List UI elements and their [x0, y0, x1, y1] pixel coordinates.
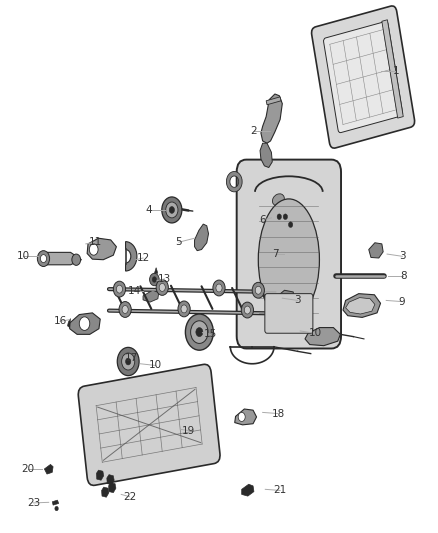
Polygon shape: [194, 224, 208, 251]
Polygon shape: [87, 238, 117, 260]
Polygon shape: [70, 313, 100, 334]
Ellipse shape: [272, 194, 284, 206]
Text: 1: 1: [392, 67, 399, 76]
Wedge shape: [226, 172, 242, 192]
Circle shape: [238, 413, 245, 422]
Text: 22: 22: [123, 491, 136, 502]
Polygon shape: [343, 294, 381, 317]
Circle shape: [178, 301, 190, 317]
Circle shape: [277, 214, 282, 220]
Circle shape: [166, 202, 178, 218]
Circle shape: [162, 197, 182, 223]
Circle shape: [122, 305, 128, 313]
Text: 21: 21: [273, 486, 287, 496]
FancyBboxPatch shape: [311, 6, 415, 148]
Polygon shape: [102, 487, 109, 497]
Text: 13: 13: [158, 274, 171, 284]
Text: 4: 4: [146, 205, 152, 215]
Polygon shape: [44, 464, 53, 474]
Circle shape: [169, 207, 174, 213]
Polygon shape: [305, 328, 340, 346]
Polygon shape: [39, 252, 81, 265]
Polygon shape: [235, 409, 257, 425]
Text: 8: 8: [400, 271, 406, 281]
Text: 2: 2: [251, 126, 257, 136]
Circle shape: [213, 280, 225, 296]
Circle shape: [288, 222, 293, 228]
Polygon shape: [52, 500, 59, 505]
Text: 11: 11: [89, 237, 102, 247]
Polygon shape: [143, 290, 159, 302]
FancyBboxPatch shape: [265, 294, 313, 333]
Circle shape: [122, 353, 135, 370]
Circle shape: [150, 273, 159, 286]
Circle shape: [185, 314, 213, 350]
Polygon shape: [261, 94, 283, 143]
Polygon shape: [96, 470, 104, 480]
Circle shape: [181, 305, 187, 313]
Polygon shape: [242, 484, 254, 496]
Text: 10: 10: [308, 328, 321, 338]
Wedge shape: [126, 241, 137, 271]
Circle shape: [283, 214, 288, 220]
Circle shape: [126, 358, 131, 365]
Circle shape: [119, 302, 131, 317]
Polygon shape: [109, 482, 116, 492]
FancyBboxPatch shape: [324, 21, 403, 133]
Polygon shape: [67, 319, 71, 328]
Circle shape: [216, 284, 222, 292]
Circle shape: [113, 281, 126, 297]
Circle shape: [191, 321, 208, 343]
Text: 23: 23: [27, 498, 40, 508]
Circle shape: [252, 282, 265, 298]
Circle shape: [196, 328, 203, 337]
Text: 10: 10: [17, 252, 30, 261]
Circle shape: [89, 244, 98, 255]
Text: 12: 12: [136, 253, 150, 263]
Text: 15: 15: [204, 329, 217, 340]
Circle shape: [159, 284, 165, 292]
Circle shape: [244, 306, 251, 314]
Circle shape: [55, 506, 58, 511]
Circle shape: [79, 317, 90, 330]
Circle shape: [37, 251, 49, 266]
Circle shape: [156, 279, 168, 295]
Text: 14: 14: [127, 286, 141, 296]
Circle shape: [152, 277, 156, 282]
Polygon shape: [260, 143, 272, 167]
Polygon shape: [276, 290, 294, 306]
Polygon shape: [382, 20, 403, 118]
Text: 19: 19: [182, 425, 195, 435]
Circle shape: [117, 285, 123, 293]
Text: 16: 16: [53, 317, 67, 326]
Circle shape: [255, 286, 261, 294]
Polygon shape: [346, 297, 375, 314]
Text: 9: 9: [398, 296, 405, 306]
Ellipse shape: [258, 199, 319, 320]
Circle shape: [72, 254, 81, 265]
Text: 17: 17: [125, 353, 138, 363]
FancyBboxPatch shape: [237, 159, 341, 349]
Text: 10: 10: [149, 360, 162, 370]
Text: 3: 3: [399, 252, 406, 261]
Polygon shape: [107, 474, 114, 485]
Text: 3: 3: [294, 295, 301, 305]
Text: 5: 5: [176, 237, 182, 247]
Polygon shape: [125, 248, 126, 264]
Text: 7: 7: [272, 249, 279, 259]
Polygon shape: [266, 97, 281, 105]
Text: 20: 20: [21, 464, 34, 474]
FancyBboxPatch shape: [78, 365, 220, 486]
Text: 18: 18: [271, 408, 285, 418]
Polygon shape: [154, 268, 158, 273]
Polygon shape: [369, 243, 383, 258]
Text: 6: 6: [259, 215, 266, 225]
Circle shape: [40, 255, 46, 263]
Circle shape: [241, 302, 254, 318]
Circle shape: [117, 348, 139, 376]
